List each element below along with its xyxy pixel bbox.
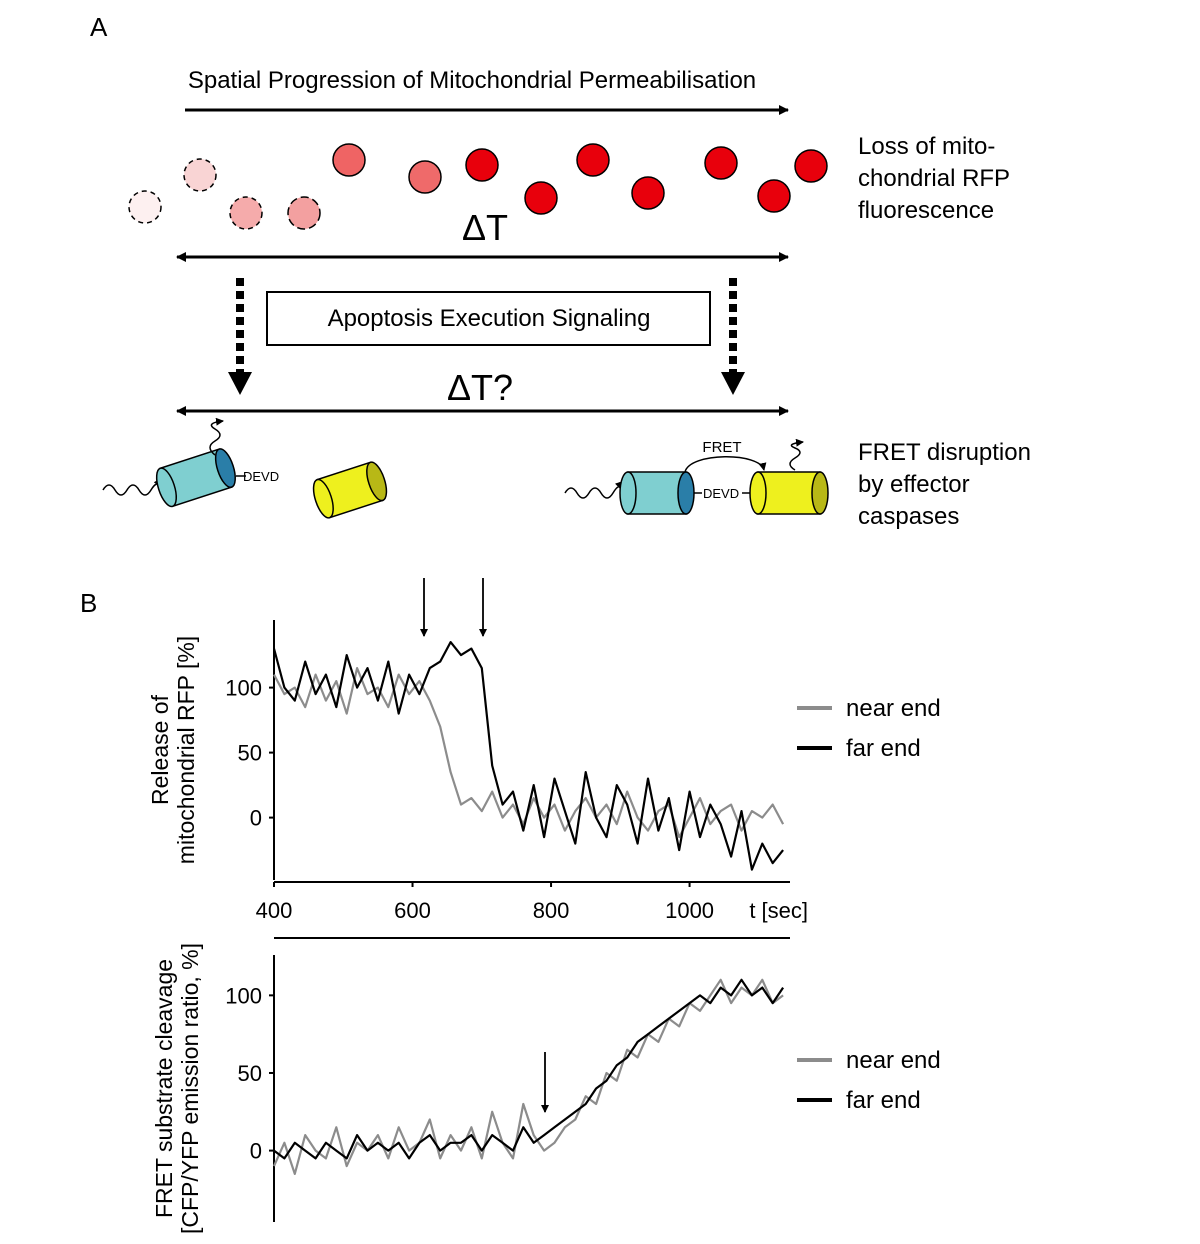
signaling-label: Apoptosis Execution Signaling: [328, 305, 651, 332]
y-tick-label: 50: [238, 741, 262, 766]
data-line: [272, 640, 784, 871]
rfp-label: fluorescence: [858, 197, 994, 224]
signaling-box: [266, 291, 711, 346]
y-tick-label: 100: [225, 983, 262, 1008]
fret-disruption-label: caspases: [858, 503, 959, 530]
x-axis-label: t [sec]: [749, 898, 808, 923]
rfp-label: chondrial RFP: [858, 165, 1010, 192]
y-tick-label: 0: [250, 806, 262, 831]
arrow-head: [228, 372, 252, 395]
legend-label: far end: [846, 735, 921, 762]
data-line: [272, 978, 784, 1176]
y-axis-label: mitochondrial RFP [%]: [173, 636, 199, 864]
x-tick-label: 600: [394, 898, 431, 923]
panel-label: A: [90, 12, 108, 42]
intact-substrate: [564, 438, 829, 515]
legend-label: far end: [846, 1087, 921, 1114]
y-tick-label: 50: [238, 1061, 262, 1086]
y-axis-label: Release of: [147, 694, 173, 805]
y-axis-label: FRET substrate cleavage: [151, 959, 177, 1218]
arrow-head: [721, 372, 745, 395]
data-line: [273, 978, 785, 1160]
y-axis-label: [CFP/YFP emission ratio, %]: [177, 943, 203, 1234]
y-tick-label: 100: [225, 676, 262, 701]
mitochondria: [128, 143, 828, 230]
fret-disruption-label: by effector: [858, 471, 970, 498]
fret-disruption-label: FRET disruption: [858, 439, 1031, 466]
delta-t: ΔT: [462, 207, 508, 248]
rfp-label: Loss of mito-: [858, 133, 995, 160]
event-arrows: [420, 578, 549, 1113]
x-tick-label: 800: [533, 898, 570, 923]
diagram-title: Spatial Progression of Mitochondrial Per…: [188, 67, 756, 94]
x-tick-label: 400: [256, 898, 293, 923]
legend-label: near end: [846, 1047, 941, 1074]
legend-label: near end: [846, 695, 941, 722]
x-tick-label: 1000: [665, 898, 714, 923]
devd-label: DEVD: [243, 469, 279, 484]
cleaved-substrate: [102, 417, 388, 519]
delta-t-question: ΔT?: [447, 367, 513, 408]
fret-label: FRET: [702, 439, 741, 456]
panel-label: B: [80, 588, 97, 618]
y-tick-label: 0: [250, 1139, 262, 1164]
devd-label: DEVD: [703, 486, 739, 501]
